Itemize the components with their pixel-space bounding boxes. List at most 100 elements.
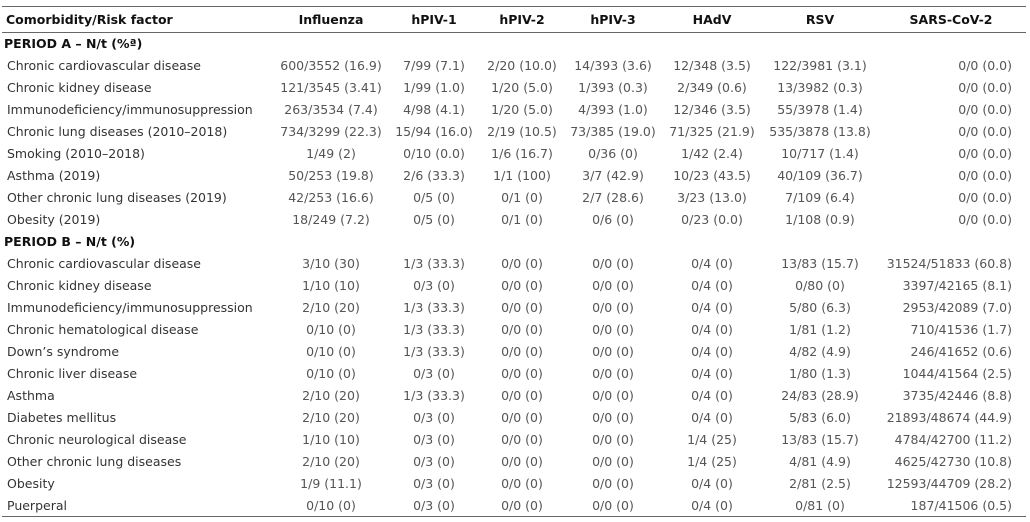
table-cell: 0/0 (0.0) — [958, 212, 1012, 227]
table-row: Asthma (2019) 50/253 (19.8) 2/6 (33.3) 1/1 … — [2, 165, 1026, 187]
table-cell: 0/0 (0) — [592, 366, 634, 381]
row-label: Immunodeficiency/immunosuppression — [7, 102, 253, 117]
table-cell: 2/10 (20) — [302, 454, 360, 469]
section-row: PERIOD B – N/t (%) — [2, 231, 1026, 253]
table-cell: 734/3299 (22.3) — [280, 124, 382, 139]
table-row: Chronic kidney disease 1/10 (10) 0/3 (0) 0/… — [2, 275, 1026, 297]
table-row: Chronic liver disease 0/10 (0) 0/3 (0) 0/0 … — [2, 363, 1026, 385]
table-cell: 0/4 (0) — [691, 388, 733, 403]
table-row: Diabetes mellitus 2/10 (20) 0/3 (0) 0/0 (0)… — [2, 407, 1026, 429]
table-cell: 0/0 (0) — [501, 388, 543, 403]
table-cell: 263/3534 (7.4) — [284, 102, 378, 117]
table-cell: 12593/44709 (28.2) — [886, 476, 1012, 491]
table-cell: 2/10 (20) — [302, 388, 360, 403]
table-cell: 0/0 (0.0) — [958, 102, 1012, 117]
table-cell: 1/10 (10) — [302, 278, 360, 293]
section-title: PERIOD B – N/t (%) — [4, 234, 136, 249]
table-row: Chronic neurological disease 1/10 (10) 0/3… — [2, 429, 1026, 451]
table-cell: 2/10 (20) — [302, 300, 360, 315]
table-row: Obesity (2019) 18/249 (7.2) 0/5 (0) 0/1 (0)… — [2, 209, 1026, 231]
table-cell: 10/23 (43.5) — [673, 168, 751, 183]
table-cell: 121/3545 (3.41) — [280, 80, 382, 95]
column-header-hadv: HAdV — [660, 6, 764, 33]
table-cell: 3735/42446 (8.8) — [902, 388, 1012, 403]
table-cell: 0/0 (0) — [592, 300, 634, 315]
table-cell: 1/81 (1.2) — [789, 322, 851, 337]
table-row: Obesity 1/9 (11.1) 0/3 (0) 0/0 (0) 0/0 (0) 0/… — [2, 473, 1026, 495]
table-cell: 10/717 (1.4) — [781, 146, 859, 161]
table-cell: 0/10 (0) — [272, 494, 390, 517]
table-cell: 0/36 (0) — [588, 146, 638, 161]
column-header-hpiv1: hPIV-1 — [390, 6, 478, 33]
table-cell: 0/81 (0) — [764, 494, 876, 517]
table-cell: 1/1 (100) — [493, 168, 551, 183]
table-cell: 42/253 (16.6) — [288, 190, 374, 205]
table-cell: 0/3 (0) — [390, 494, 478, 517]
table-cell: 0/0 (0) — [501, 322, 543, 337]
table-cell: 1/20 (5.0) — [491, 80, 553, 95]
table-cell: 15/94 (16.0) — [395, 124, 473, 139]
table-cell: 0/0 (0) — [592, 476, 634, 491]
table-cell: 0/80 (0) — [795, 278, 845, 293]
table-cell: 13/83 (15.7) — [781, 256, 859, 271]
table-cell: 13/3982 (0.3) — [777, 80, 863, 95]
table-cell: 1/9 (11.1) — [300, 476, 362, 491]
table-cell: 0/0 (0.0) — [958, 168, 1012, 183]
header-row: Comorbidity/Risk factor Influenza hPIV-1… — [2, 6, 1026, 33]
row-label: Other chronic lung diseases (2019) — [7, 190, 227, 205]
table-cell: 0/0 (0) — [501, 256, 543, 271]
table-cell: 0/4 (0) — [691, 322, 733, 337]
row-label: Chronic cardiovascular disease — [7, 256, 201, 271]
table-body: PERIOD A – N/t (%ª) Chronic cardiovascula… — [2, 33, 1026, 517]
row-label: Chronic kidney disease — [7, 278, 152, 293]
table-cell: 2/7 (28.6) — [582, 190, 644, 205]
table-row: Down’s syndrome 0/10 (0) 1/3 (33.3) 0/0 (0)… — [2, 341, 1026, 363]
table-cell: 55/3978 (1.4) — [777, 102, 863, 117]
table-cell: 4784/42700 (11.2) — [894, 432, 1012, 447]
table-cell: 1/99 (1.0) — [403, 80, 465, 95]
table-cell: 5/80 (6.3) — [789, 300, 851, 315]
table-cell: 0/0 (0.0) — [958, 124, 1012, 139]
table-row: Chronic cardiovascular disease 3/10 (30) 1… — [2, 253, 1026, 275]
table-cell: 50/253 (19.8) — [288, 168, 374, 183]
row-label: Immunodeficiency/immunosuppression — [7, 300, 253, 315]
column-header-influenza: Influenza — [272, 6, 390, 33]
table-cell: 0/4 (0) — [691, 366, 733, 381]
table-cell: 0/10 (0) — [306, 344, 356, 359]
table-cell: 73/385 (19.0) — [570, 124, 656, 139]
table-cell: 2/20 (10.0) — [487, 58, 557, 73]
table-cell: 1/20 (5.0) — [491, 102, 553, 117]
table-cell: 0/0 (0.0) — [958, 146, 1012, 161]
table-cell: 1/42 (2.4) — [681, 146, 743, 161]
table-cell: 535/3878 (13.8) — [769, 124, 871, 139]
table-row: Chronic hematological disease 0/10 (0) 1/3… — [2, 319, 1026, 341]
row-label: Chronic hematological disease — [7, 322, 199, 337]
table-cell: 0/4 (0) — [660, 494, 764, 517]
table-cell: 0/0 (0) — [592, 454, 634, 469]
table-cell: 122/3981 (3.1) — [773, 58, 867, 73]
table-cell: 4/82 (4.9) — [789, 344, 851, 359]
section-title: PERIOD A – N/t (%ª) — [4, 36, 143, 52]
section-row: PERIOD A – N/t (%ª) — [2, 33, 1026, 55]
table-cell: 0/0 (0) — [501, 454, 543, 469]
table-cell: 0/0 (0) — [592, 410, 634, 425]
table-cell: 600/3552 (16.9) — [280, 58, 382, 73]
row-label: Chronic kidney disease — [7, 80, 152, 95]
table-cell: 1/10 (10) — [302, 432, 360, 447]
table-cell: 2/349 (0.6) — [677, 80, 747, 95]
table-cell: 7/99 (7.1) — [403, 58, 465, 73]
table-cell: 0/0 (0) — [501, 432, 543, 447]
table-cell: 21893/48674 (44.9) — [886, 410, 1012, 425]
column-header-sars-cov-2: SARS-CoV-2 — [876, 6, 1026, 33]
table-cell: 1/4 (25) — [687, 432, 737, 447]
table-cell: 0/0 (0) — [592, 256, 634, 271]
table-cell: 0/0 (0) — [478, 494, 566, 517]
table-cell: 0/0 (0) — [501, 344, 543, 359]
table-cell: 0/0 (0) — [592, 388, 634, 403]
table-cell: 0/0 (0) — [592, 322, 634, 337]
column-header-hpiv2: hPIV-2 — [478, 6, 566, 33]
row-label: Down’s syndrome — [7, 344, 120, 359]
table-cell: 24/83 (28.9) — [781, 388, 859, 403]
table-cell: 1/3 (33.3) — [403, 344, 465, 359]
